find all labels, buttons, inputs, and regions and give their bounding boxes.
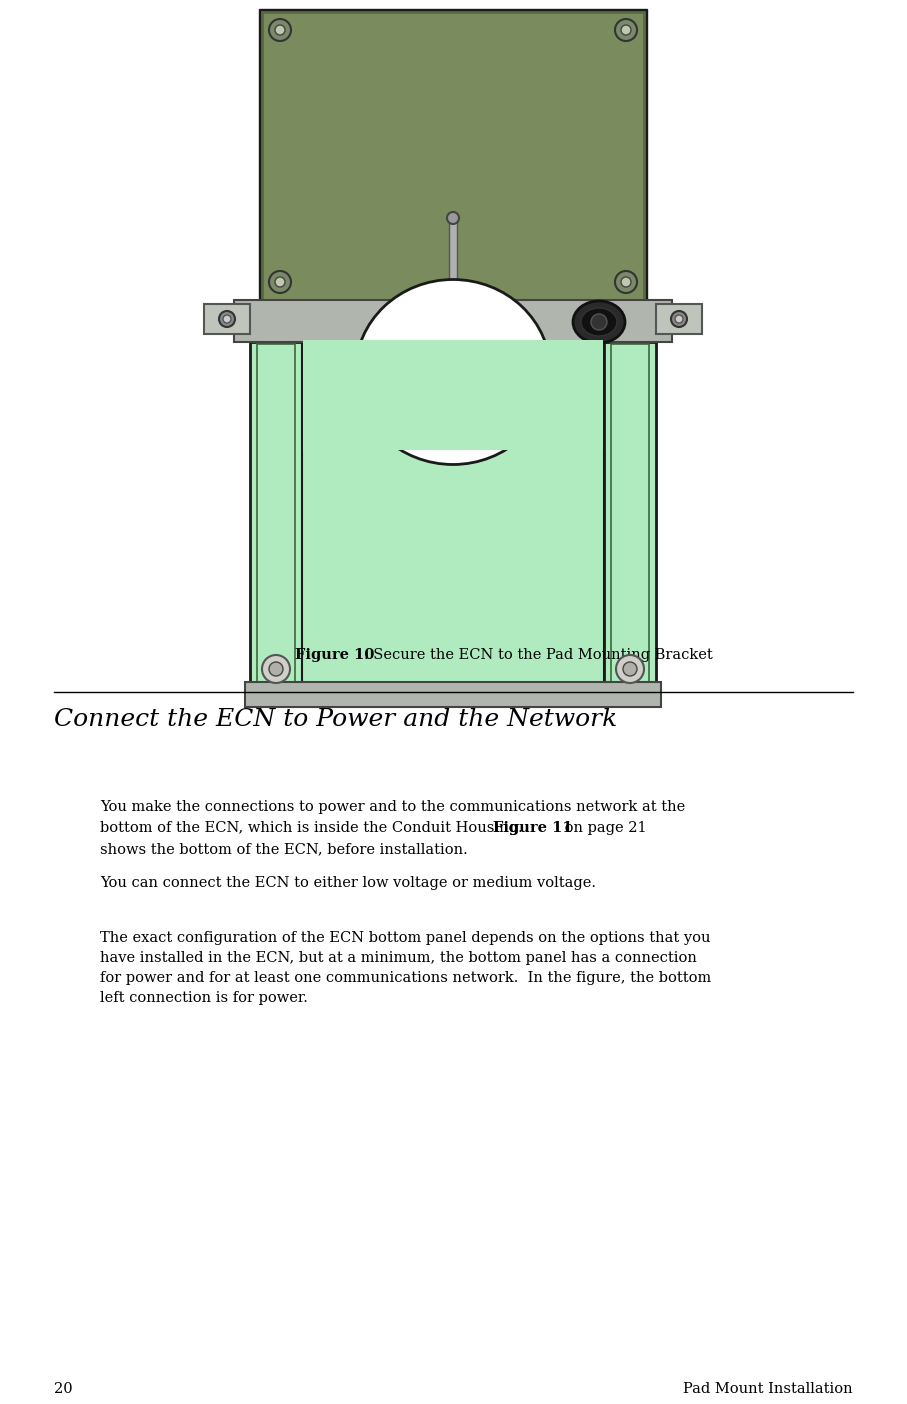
Bar xyxy=(656,305,702,334)
Circle shape xyxy=(615,271,637,293)
Bar xyxy=(303,340,603,451)
Circle shape xyxy=(269,271,291,293)
Bar xyxy=(245,682,661,708)
Text: . Secure the ECN to the Pad Mounting Bracket: . Secure the ECN to the Pad Mounting Bra… xyxy=(364,649,713,663)
Bar xyxy=(604,343,656,687)
Circle shape xyxy=(616,656,644,682)
Text: shows the bottom of the ECN, before installation.: shows the bottom of the ECN, before inst… xyxy=(100,842,468,856)
Text: The exact configuration of the ECN bottom panel depends on the options that you
: The exact configuration of the ECN botto… xyxy=(100,931,711,1005)
Circle shape xyxy=(621,277,631,286)
Circle shape xyxy=(615,20,637,41)
Text: Connect the ECN to Power and the Network: Connect the ECN to Power and the Network xyxy=(54,708,618,731)
Bar xyxy=(302,343,604,687)
Text: You can connect the ECN to either low voltage or medium voltage.: You can connect the ECN to either low vo… xyxy=(100,876,596,890)
Bar xyxy=(234,300,672,343)
Circle shape xyxy=(269,20,291,41)
Circle shape xyxy=(223,314,231,323)
Circle shape xyxy=(591,314,607,330)
Circle shape xyxy=(219,312,235,327)
Text: 20: 20 xyxy=(54,1382,73,1396)
Text: bottom of the ECN, which is inside the Conduit Housing.: bottom of the ECN, which is inside the C… xyxy=(100,821,532,835)
Ellipse shape xyxy=(581,307,617,336)
Bar xyxy=(257,344,295,685)
Bar xyxy=(262,13,644,300)
Text: Pad Mount Installation: Pad Mount Installation xyxy=(683,1382,853,1396)
Bar xyxy=(611,344,649,685)
Circle shape xyxy=(675,314,683,323)
Text: Figure 11: Figure 11 xyxy=(493,821,572,835)
Bar xyxy=(449,218,457,298)
Bar xyxy=(259,8,647,303)
Circle shape xyxy=(269,663,283,675)
Circle shape xyxy=(623,663,637,675)
Bar xyxy=(441,291,465,300)
Ellipse shape xyxy=(573,300,625,343)
Circle shape xyxy=(671,312,687,327)
Bar xyxy=(250,343,302,687)
Text: You make the connections to power and to the communications network at the: You make the connections to power and to… xyxy=(100,800,686,814)
Text: on page 21: on page 21 xyxy=(560,821,647,835)
Circle shape xyxy=(447,212,459,225)
Bar xyxy=(204,305,250,334)
Circle shape xyxy=(262,656,290,682)
Circle shape xyxy=(621,25,631,35)
Ellipse shape xyxy=(356,279,551,465)
Circle shape xyxy=(275,277,285,286)
Circle shape xyxy=(275,25,285,35)
Text: Figure 10: Figure 10 xyxy=(295,649,375,663)
